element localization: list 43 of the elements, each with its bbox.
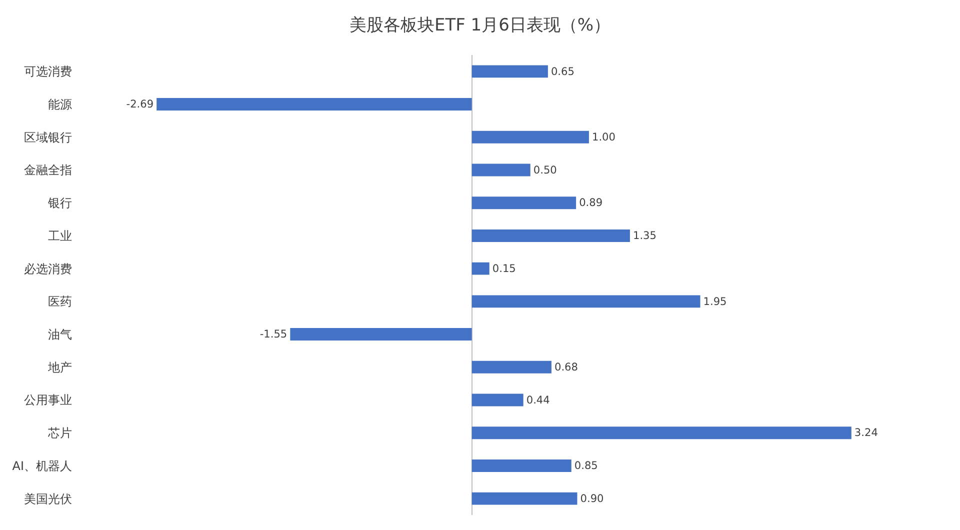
data-label: 1.95 bbox=[703, 296, 727, 308]
bar bbox=[472, 459, 572, 472]
data-label: 0.68 bbox=[554, 362, 578, 374]
data-label: 0.85 bbox=[574, 460, 598, 472]
y-tick-label: 医药 bbox=[48, 294, 72, 309]
data-label: 0.44 bbox=[526, 394, 550, 406]
y-tick-label: 油气 bbox=[48, 327, 72, 342]
y-tick-label: 芯片 bbox=[47, 426, 72, 440]
bar bbox=[472, 394, 524, 406]
bar bbox=[472, 360, 552, 374]
bar bbox=[472, 426, 852, 440]
y-tick-label: 工业 bbox=[48, 228, 72, 243]
data-label: -1.55 bbox=[260, 328, 288, 341]
data-label: 0.65 bbox=[550, 66, 574, 78]
data-label: 0.90 bbox=[580, 492, 604, 505]
bar bbox=[472, 492, 578, 505]
data-label: 0.15 bbox=[492, 262, 516, 275]
y-tick-label: 能源 bbox=[48, 97, 72, 112]
y-tick-label: 可选消费 bbox=[24, 64, 72, 79]
bar bbox=[472, 130, 589, 144]
data-label: 3.24 bbox=[854, 427, 878, 440]
chart-title: 美股各板块ETF 1月6日表现（%） bbox=[349, 15, 611, 36]
y-tick-label: AI、机器人 bbox=[12, 458, 72, 473]
y-tick-label: 区域银行 bbox=[24, 130, 72, 144]
y-tick-label: 美国光伏 bbox=[24, 492, 72, 506]
data-label: -2.69 bbox=[126, 98, 154, 111]
bar bbox=[290, 328, 472, 341]
bar bbox=[156, 98, 472, 111]
data-label: 0.89 bbox=[579, 197, 603, 210]
bar bbox=[472, 262, 490, 275]
y-tick-label: 必选消费 bbox=[24, 262, 72, 276]
data-label: 0.50 bbox=[533, 164, 558, 176]
bar bbox=[472, 295, 700, 308]
bar bbox=[472, 164, 530, 176]
bar bbox=[472, 229, 630, 242]
bar bbox=[472, 65, 548, 78]
y-tick-label: 银行 bbox=[47, 196, 72, 210]
data-label: 1.00 bbox=[592, 132, 616, 144]
bar bbox=[472, 196, 576, 210]
y-tick-label: 地产 bbox=[47, 360, 72, 374]
y-tick-label: 公用事业 bbox=[24, 393, 72, 408]
y-tick-label: 金融全指 bbox=[24, 163, 72, 178]
data-label: 1.35 bbox=[632, 230, 656, 242]
